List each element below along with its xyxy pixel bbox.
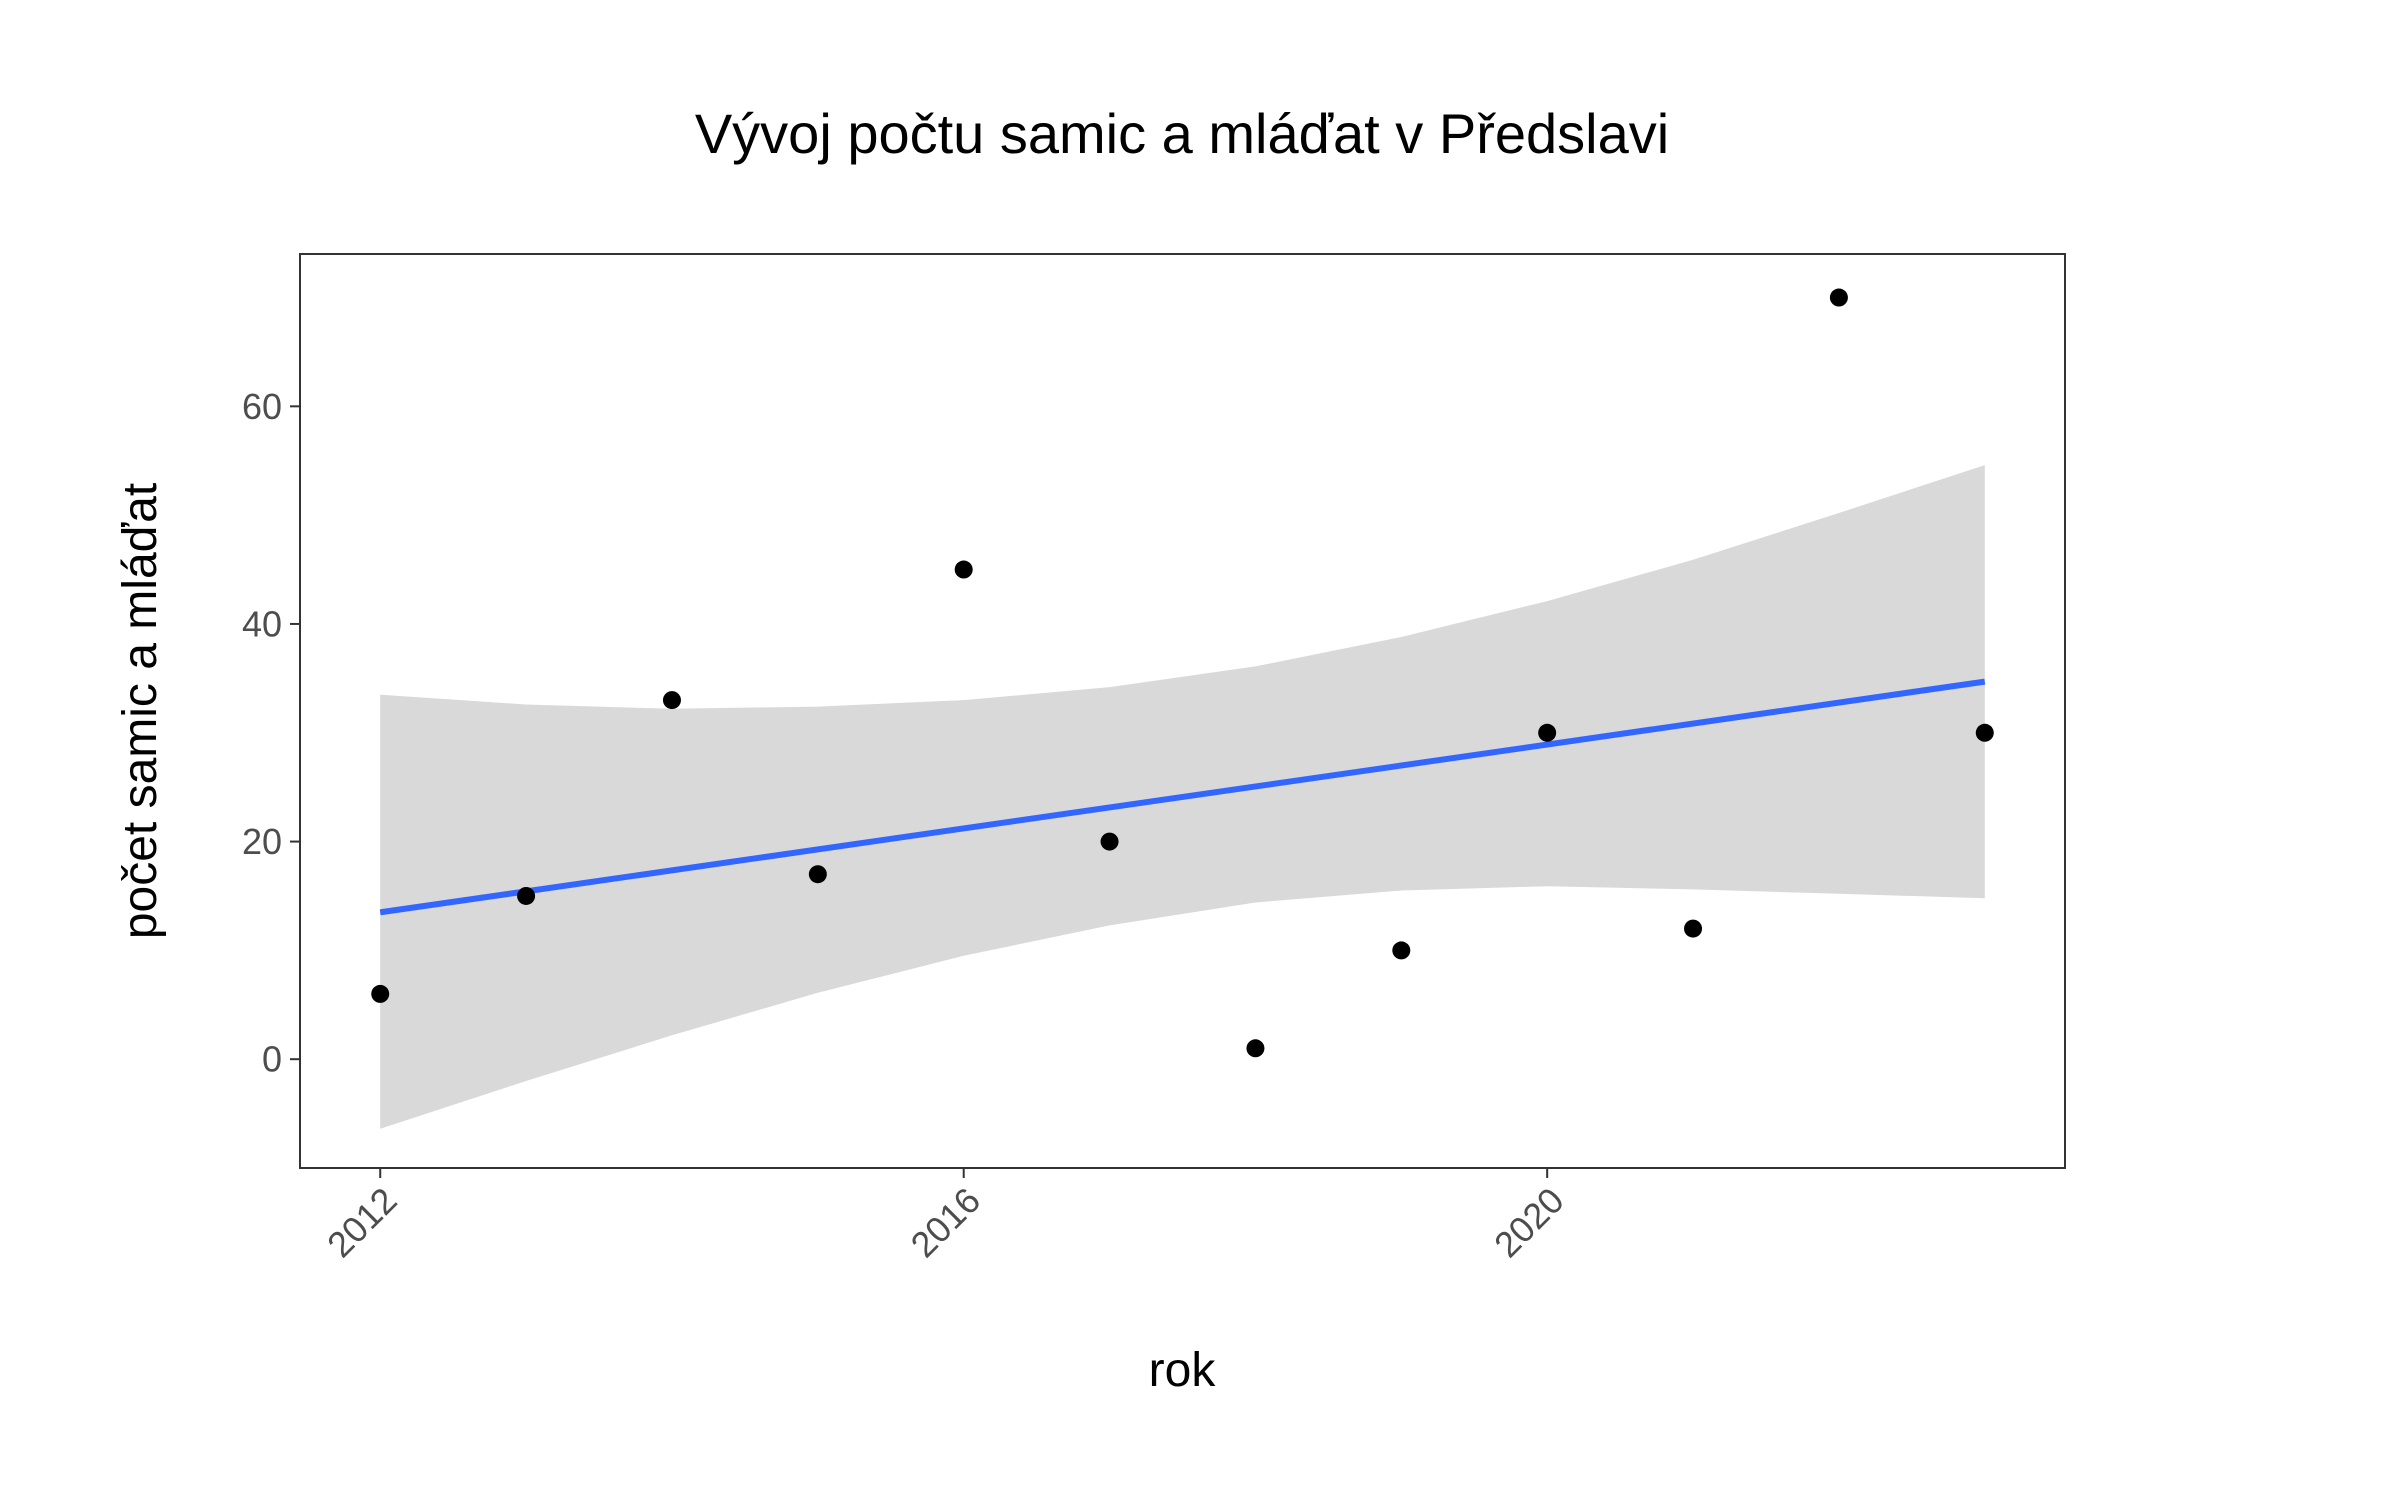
data-point	[371, 984, 390, 1003]
data-point	[1538, 723, 1557, 742]
data-point	[1975, 723, 1994, 742]
y-axis: 0 20 40 60	[242, 386, 300, 1080]
y-tick-label: 0	[262, 1039, 282, 1080]
data-point	[517, 886, 536, 905]
data-point	[808, 865, 827, 884]
data-point	[1829, 288, 1848, 307]
y-tick-label: 40	[242, 603, 282, 644]
data-point	[954, 560, 973, 579]
data-point	[1246, 1039, 1265, 1058]
plot-panel-border	[299, 253, 2066, 1169]
x-axis-title: rok	[1149, 1344, 1217, 1397]
data-point	[1684, 919, 1703, 938]
y-axis-title: počet samic a mláďat	[114, 483, 167, 939]
trend-line-layer	[379, 678, 1986, 916]
data-point	[662, 691, 681, 710]
data-point	[1392, 941, 1411, 960]
trend-line	[379, 678, 1986, 916]
y-tick-label: 20	[242, 821, 282, 862]
data-point	[1100, 832, 1119, 851]
chart-title: Vývoj počtu samic a mláďat v Předslavi	[695, 102, 1669, 165]
y-tick-label: 60	[242, 386, 282, 427]
data-points-layer	[371, 288, 1994, 1058]
